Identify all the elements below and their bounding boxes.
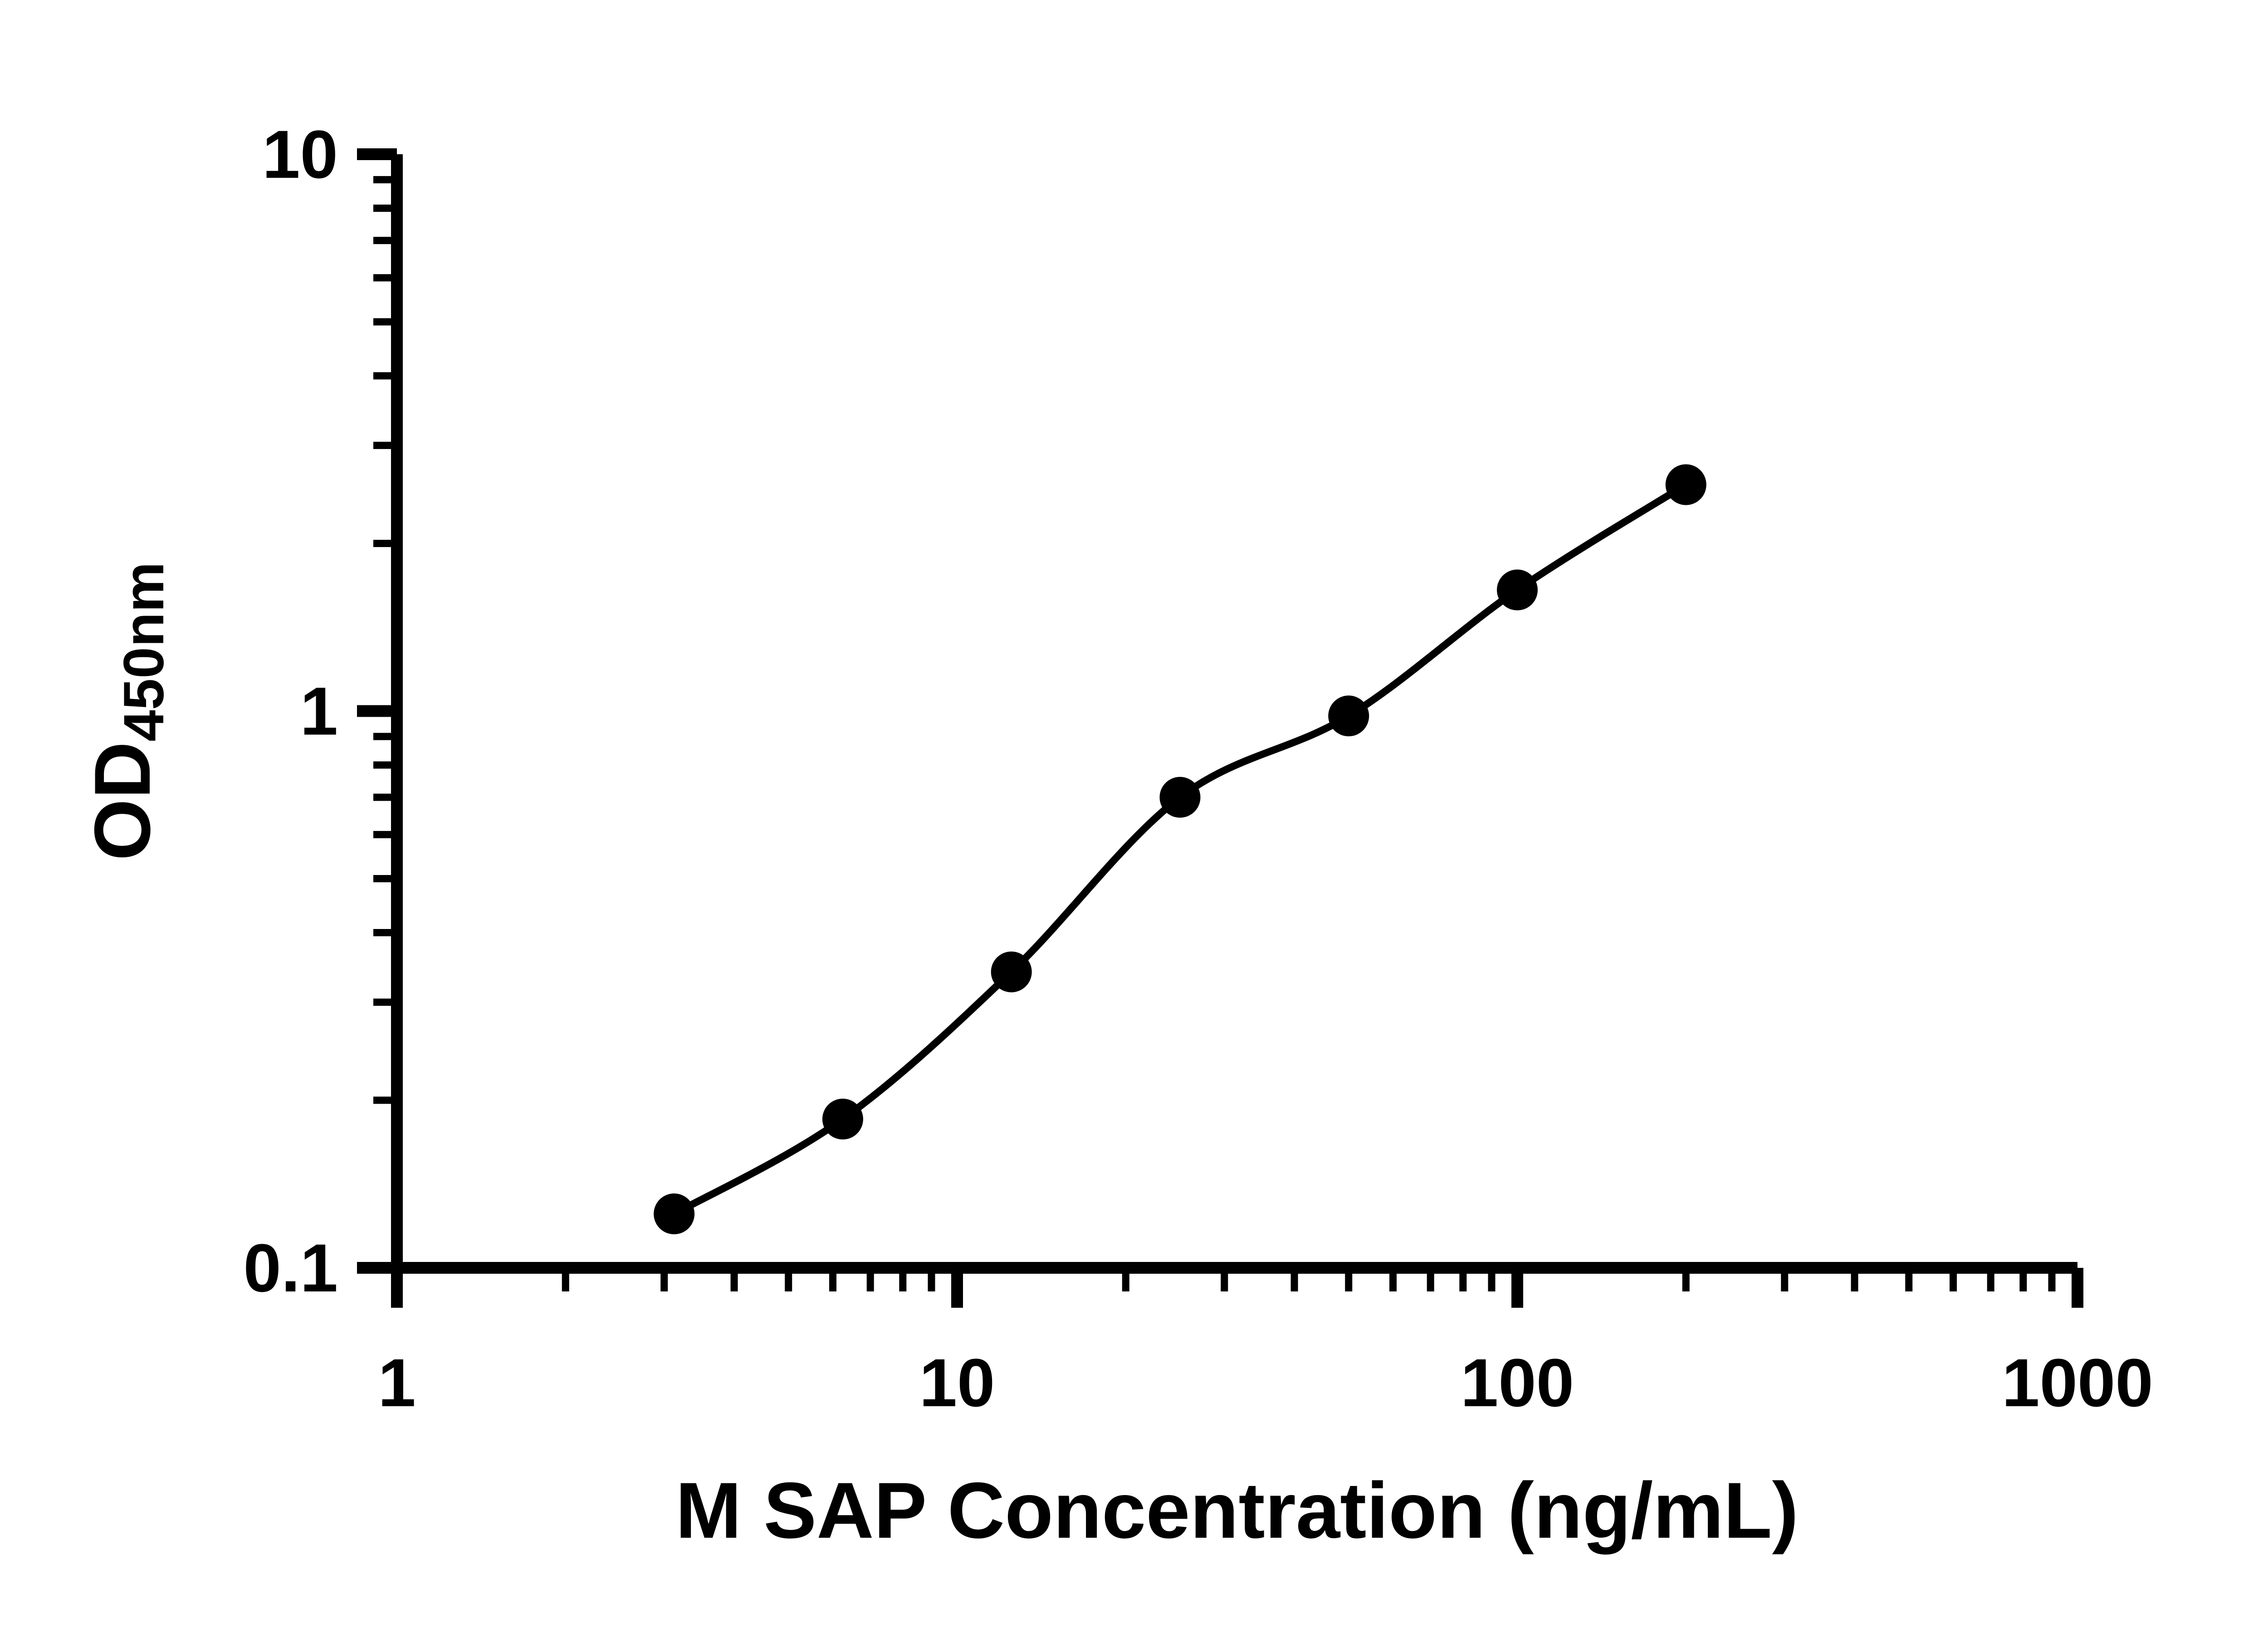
axis-spines: [391, 154, 2077, 1274]
data-points-layer: [654, 464, 1706, 1235]
y-axis-title-main: OD: [78, 742, 167, 861]
x-tick-label: 100: [1461, 1345, 1574, 1421]
data-point: [1665, 464, 1706, 505]
tick-labels-layer: 1 10 100 1000 0.1 1 10: [243, 116, 2153, 1421]
data-point: [1328, 695, 1369, 737]
y-tick-label: 10: [262, 116, 338, 192]
data-point: [1497, 569, 1538, 611]
x-tick-label: 1: [378, 1345, 415, 1421]
axes-layer: [357, 148, 2083, 1308]
x-tick-label: 10: [919, 1345, 995, 1421]
y-axis-title-sub: 450nm: [112, 562, 176, 742]
y-tick-label: 1: [300, 673, 338, 749]
x-tick-label: 1000: [2002, 1345, 2153, 1421]
data-point: [822, 1099, 863, 1140]
y-tick-label: 0.1: [243, 1230, 338, 1306]
y-axis-title: OD450nm: [78, 562, 176, 861]
data-point: [991, 951, 1032, 993]
x-axis-title: M SAP Concentration (ng/mL): [675, 1467, 1799, 1555]
data-point: [654, 1193, 695, 1235]
data-point: [1159, 777, 1201, 818]
